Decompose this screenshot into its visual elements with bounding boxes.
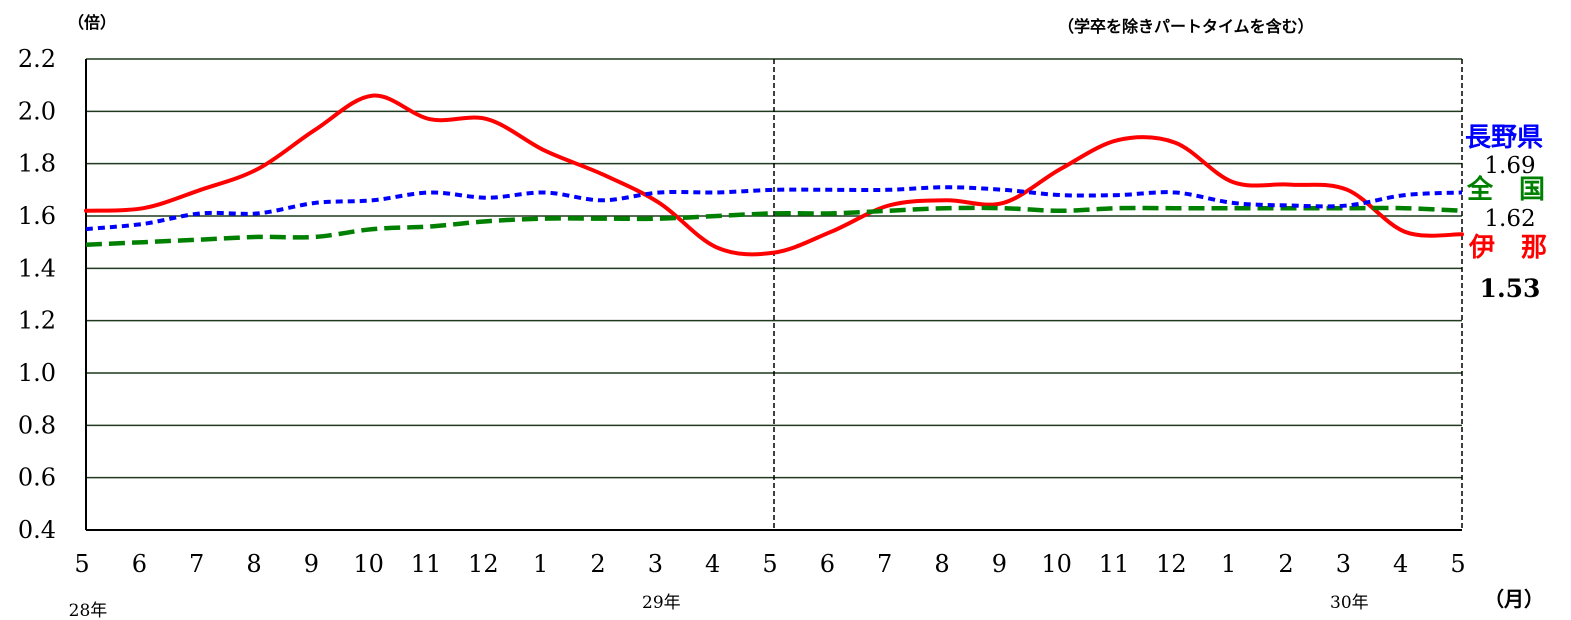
year-label-1: 29年 xyxy=(642,593,681,613)
x-tick-label-14: 7 xyxy=(877,550,892,578)
x-tick-label-3: 8 xyxy=(246,550,261,578)
x-tick-label-9: 2 xyxy=(590,550,605,578)
y-tick-label-4: 1.4 xyxy=(18,254,56,282)
year-label-2: 30年 xyxy=(1330,593,1369,613)
chart-note: （学卒を除きパートタイムを含む） xyxy=(1058,17,1314,36)
y-tick-label-8: 0.6 xyxy=(18,464,56,492)
x-tick-label-6: 11 xyxy=(411,550,442,578)
legend-name-1: 全 国 xyxy=(1466,174,1545,205)
x-tick-label-2: 7 xyxy=(189,550,204,578)
x-tick-label-18: 11 xyxy=(1099,550,1130,578)
x-tick-label-7: 12 xyxy=(468,550,499,578)
legend-value-2: 1.53 xyxy=(1480,274,1541,303)
x-axis-label: （月） xyxy=(1484,587,1544,611)
x-tick-label-21: 2 xyxy=(1278,550,1293,578)
y-tick-label-3: 1.6 xyxy=(18,202,56,230)
y-tick-label-7: 0.8 xyxy=(18,411,56,439)
x-tick-label-0: 5 xyxy=(74,550,89,578)
legend-name-2: 伊 那 xyxy=(1468,233,1547,263)
x-tick-label-4: 9 xyxy=(304,550,319,578)
grid-lines xyxy=(86,59,1462,530)
x-tick-label-16: 9 xyxy=(992,550,1007,578)
x-tick-label-19: 12 xyxy=(1156,550,1187,578)
x-tick-label-22: 3 xyxy=(1336,550,1351,578)
x-tick-label-17: 10 xyxy=(1041,550,1072,578)
x-tick-label-12: 5 xyxy=(762,550,777,578)
x-tick-label-8: 1 xyxy=(533,550,548,578)
year-labels: 28年 29年 30年 xyxy=(69,593,1369,620)
x-tick-label-15: 8 xyxy=(934,550,949,578)
x-tick-label-11: 4 xyxy=(705,550,720,578)
legend-name-0: 長野県 xyxy=(1465,123,1543,153)
y-tick-label-5: 1.2 xyxy=(18,307,56,335)
x-axis-ticks: 5 6 7 8 9 10 11 12 1 2 3 4 5 6 7 8 9 10 11 12 1 2 3 4 5 xyxy=(74,550,1465,578)
year-label-0: 28年 xyxy=(69,601,108,620)
y-tick-label-9: 0.4 xyxy=(18,516,56,544)
x-tick-label-1: 6 xyxy=(132,550,147,578)
y-tick-label-6: 1.0 xyxy=(18,359,56,387)
y-tick-label-1: 2.0 xyxy=(18,97,56,125)
x-tick-label-13: 6 xyxy=(820,550,835,578)
x-tick-label-5: 10 xyxy=(353,550,384,578)
y-tick-label-0: 2.2 xyxy=(18,45,56,73)
legend-value-1: 1.62 xyxy=(1484,206,1535,232)
y-axis-label: （倍） xyxy=(68,13,116,32)
y-tick-label-2: 1.8 xyxy=(18,150,56,178)
y-axis-ticks: 2.2 2.0 1.8 1.6 1.4 1.2 1.0 0.8 0.6 0.4 xyxy=(18,45,56,544)
x-tick-label-24: 5 xyxy=(1450,550,1465,578)
x-tick-label-23: 4 xyxy=(1393,550,1408,578)
x-tick-label-10: 3 xyxy=(648,550,663,578)
x-tick-label-20: 1 xyxy=(1221,550,1236,578)
